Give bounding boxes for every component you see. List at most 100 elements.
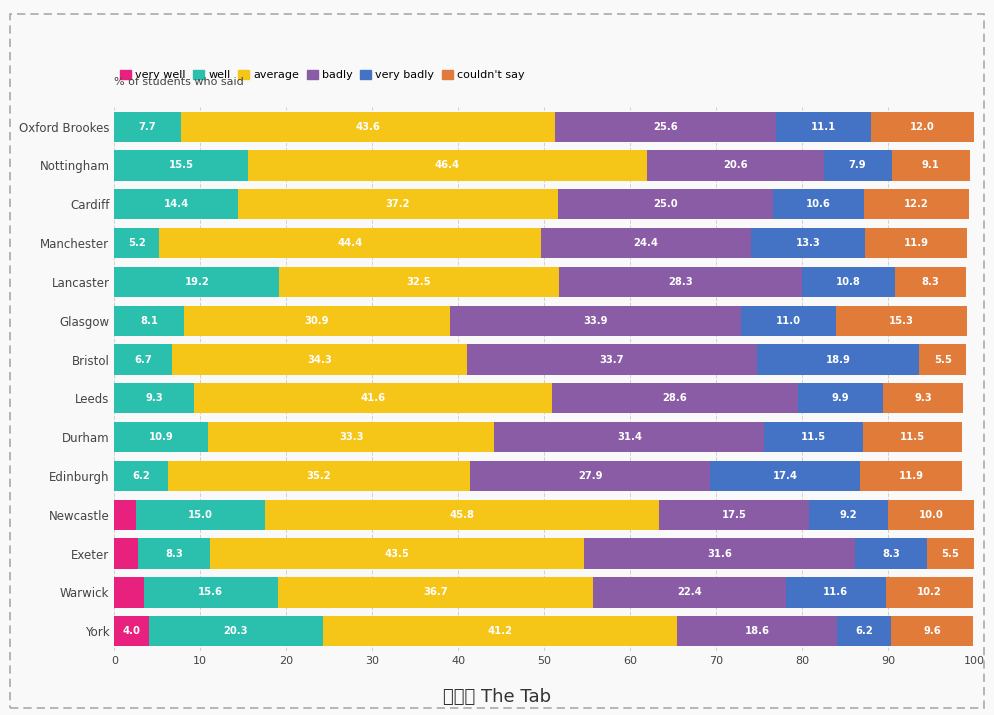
Text: 28.3: 28.3 — [668, 277, 693, 287]
Text: 9.1: 9.1 — [921, 160, 939, 170]
Text: 9.3: 9.3 — [145, 393, 163, 403]
Text: 11.9: 11.9 — [904, 238, 928, 248]
Bar — [136, 500, 264, 530]
Bar — [809, 500, 889, 530]
Text: 31.4: 31.4 — [617, 432, 642, 442]
Bar — [764, 422, 863, 453]
Bar — [184, 305, 449, 336]
Bar — [470, 461, 710, 491]
Bar — [891, 616, 973, 646]
Bar — [583, 538, 856, 568]
Bar — [114, 616, 149, 646]
Text: 8.1: 8.1 — [140, 316, 158, 326]
Text: 10.0: 10.0 — [918, 510, 943, 520]
Text: 10.6: 10.6 — [806, 199, 831, 209]
Bar — [742, 305, 836, 336]
Bar — [773, 189, 864, 220]
Bar — [248, 150, 646, 181]
Bar — [114, 538, 138, 568]
Bar — [678, 616, 837, 646]
Bar — [467, 345, 756, 375]
Text: 5.5: 5.5 — [941, 548, 959, 558]
Text: 4.0: 4.0 — [122, 626, 140, 636]
Text: 25.0: 25.0 — [653, 199, 678, 209]
Bar — [552, 383, 798, 413]
Bar — [837, 616, 891, 646]
Text: 图源： The Tab: 图源： The Tab — [443, 688, 551, 706]
Text: 15.6: 15.6 — [198, 588, 223, 598]
Bar — [172, 345, 467, 375]
Bar — [541, 228, 750, 258]
Legend: very well, well, average, badly, very badly, couldn't say: very well, well, average, badly, very ba… — [120, 69, 525, 80]
Bar — [114, 305, 184, 336]
Text: 20.3: 20.3 — [224, 626, 248, 636]
Bar — [889, 500, 974, 530]
Text: 8.3: 8.3 — [883, 548, 900, 558]
Text: 18.6: 18.6 — [745, 626, 770, 636]
Text: 17.5: 17.5 — [722, 510, 746, 520]
Bar — [114, 345, 172, 375]
Text: 24.4: 24.4 — [633, 238, 658, 248]
Bar — [775, 112, 871, 142]
Text: 41.2: 41.2 — [488, 626, 513, 636]
Bar — [786, 577, 886, 608]
Text: 43.5: 43.5 — [385, 548, 410, 558]
Bar — [114, 383, 194, 413]
Bar — [883, 383, 963, 413]
Text: 15.5: 15.5 — [168, 160, 194, 170]
Bar — [181, 112, 556, 142]
Bar — [449, 305, 742, 336]
Text: 11.5: 11.5 — [801, 432, 826, 442]
Bar — [646, 150, 824, 181]
Bar — [824, 150, 892, 181]
Text: 9.6: 9.6 — [923, 626, 941, 636]
Text: 7.9: 7.9 — [849, 160, 867, 170]
Text: 9.9: 9.9 — [832, 393, 849, 403]
Text: 10.8: 10.8 — [836, 277, 861, 287]
Bar — [114, 150, 248, 181]
Text: 25.6: 25.6 — [653, 122, 678, 132]
Bar — [556, 112, 775, 142]
Text: 46.4: 46.4 — [434, 160, 459, 170]
Text: 41.6: 41.6 — [361, 393, 386, 403]
Bar — [864, 189, 969, 220]
Bar — [494, 422, 764, 453]
Bar — [798, 383, 883, 413]
Bar — [277, 577, 593, 608]
Text: 11.0: 11.0 — [776, 316, 801, 326]
Text: 5.2: 5.2 — [128, 238, 145, 248]
Bar — [856, 538, 926, 568]
Text: 15.0: 15.0 — [188, 510, 213, 520]
Text: 8.3: 8.3 — [165, 548, 183, 558]
Bar — [756, 345, 919, 375]
Text: 9.3: 9.3 — [914, 393, 931, 403]
Bar — [279, 267, 559, 297]
Bar — [886, 577, 973, 608]
Text: 12.2: 12.2 — [905, 199, 928, 209]
Bar — [892, 150, 970, 181]
Bar — [919, 345, 966, 375]
Bar — [159, 228, 541, 258]
Text: 6.2: 6.2 — [855, 626, 873, 636]
Bar — [138, 538, 210, 568]
Text: 10.9: 10.9 — [149, 432, 174, 442]
Text: 5.5: 5.5 — [933, 355, 951, 365]
Text: 22.4: 22.4 — [677, 588, 702, 598]
Text: 36.7: 36.7 — [423, 588, 447, 598]
Text: 8.3: 8.3 — [921, 277, 939, 287]
Text: 11.6: 11.6 — [823, 588, 848, 598]
Bar — [750, 228, 865, 258]
Bar — [926, 538, 974, 568]
Bar — [323, 616, 678, 646]
Text: 18.9: 18.9 — [825, 355, 850, 365]
Bar — [149, 616, 323, 646]
Text: 11.5: 11.5 — [901, 432, 925, 442]
Bar — [114, 461, 168, 491]
Bar — [210, 538, 583, 568]
Bar — [114, 228, 159, 258]
Text: 19.2: 19.2 — [185, 277, 209, 287]
Text: 6.2: 6.2 — [132, 471, 150, 481]
Text: 7.7: 7.7 — [138, 122, 156, 132]
Text: 28.6: 28.6 — [663, 393, 687, 403]
Text: 44.4: 44.4 — [337, 238, 363, 248]
